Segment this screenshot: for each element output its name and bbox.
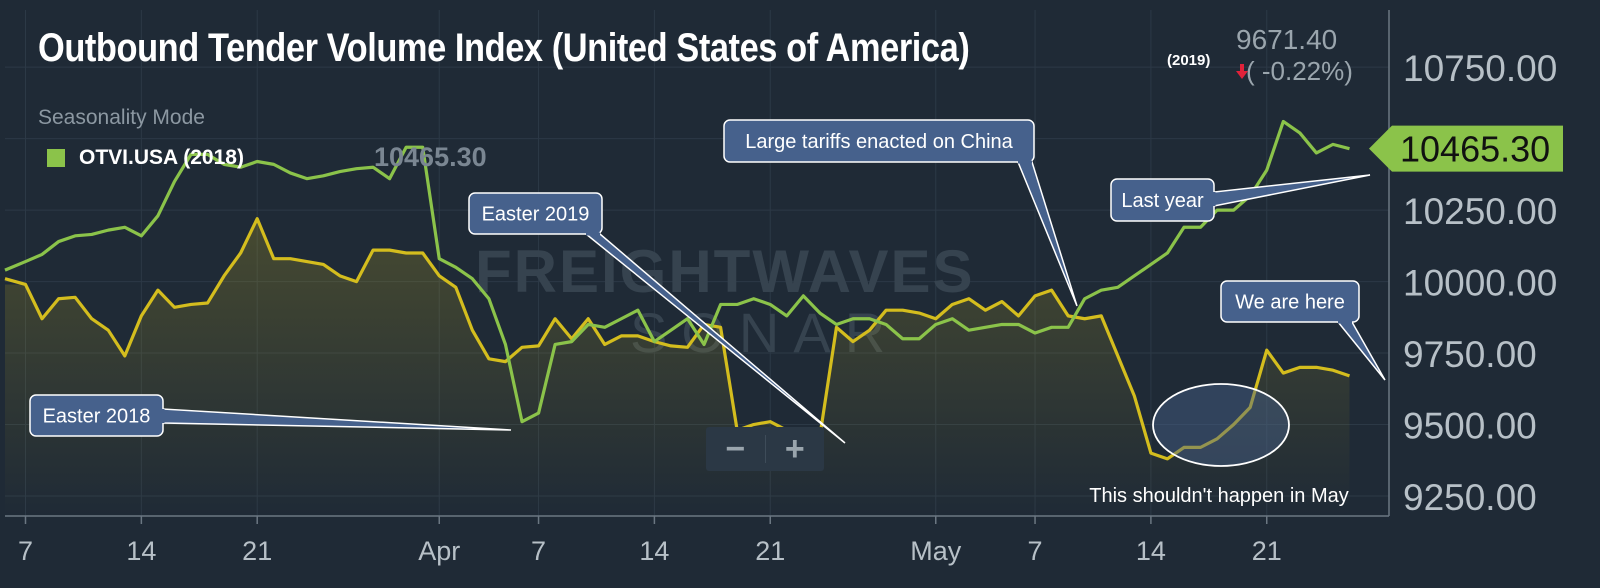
- y-tick-label: 10250.00: [1403, 191, 1557, 232]
- highlight-ellipse: [1152, 383, 1290, 467]
- y-tick-label: 9750.00: [1403, 334, 1537, 375]
- y-tick-label: 9500.00: [1403, 406, 1537, 447]
- change-percent: ( -0.22%): [1230, 56, 1353, 87]
- current-value-badge: [1369, 125, 1563, 172]
- x-tick-label: 7: [531, 536, 546, 566]
- legend-label: OTVI.USA (2018): [79, 146, 244, 169]
- title-year: (2019): [1167, 52, 1211, 69]
- zoom-separator: [764, 435, 766, 463]
- y-tick-label: 9250.00: [1403, 477, 1537, 518]
- annotation-we-are-here-pointer: [1336, 321, 1386, 381]
- annotations: Large tariffs enacted on China Easter 201…: [29, 119, 1386, 507]
- x-tick-label: 14: [126, 536, 156, 566]
- down-arrow-icon: [1236, 64, 1248, 79]
- zoom-out-button[interactable]: −: [725, 430, 746, 468]
- x-tick-label: 14: [639, 536, 669, 566]
- series-lines: [4, 119, 1351, 461]
- area-2019: [5, 218, 1350, 516]
- x-tick-label: 21: [1252, 536, 1282, 566]
- watermark-freightwaves: FREIGHTWAVES: [475, 238, 975, 305]
- y-tick-label: 10750.00: [1403, 48, 1557, 89]
- x-tick-label: 21: [242, 536, 272, 566]
- x-tick-label: May: [910, 536, 962, 566]
- seasonality-mode-label: Seasonality Mode: [38, 106, 205, 129]
- series-line-2018: [4, 119, 1350, 424]
- annotation-last-year-pointer: [1213, 174, 1371, 207]
- annotation-we-are-here-box: [1220, 280, 1360, 323]
- chart-title: Outbound Tender Volume Index (United Sta…: [38, 26, 970, 70]
- area-fill-2019: [5, 218, 1350, 516]
- annotation-easter-2019-text: Easter 2019: [482, 204, 590, 226]
- legend-2018[interactable]: OTVI.USA (2018): [47, 146, 244, 170]
- annotation-tariffs-box: [723, 119, 1035, 163]
- zoom-controls: − +: [706, 427, 824, 471]
- legend-value: 10465.30: [374, 142, 487, 172]
- current-value: 9671.40: [1236, 24, 1338, 55]
- change-text: ( -0.22%): [1246, 56, 1353, 86]
- annotation-easter-2019-box: [468, 192, 603, 235]
- annotation-tariffs-text: Large tariffs enacted on China: [745, 131, 1013, 153]
- zoom-in-button[interactable]: +: [784, 430, 805, 468]
- x-tick-label: 21: [755, 536, 785, 566]
- axes: 10750.0010500.0010250.0010000.009750.009…: [5, 10, 1563, 566]
- annotation-easter-2018-text: Easter 2018: [43, 406, 151, 428]
- annotation-may-drop-text: This shouldn't happen in May: [1089, 485, 1349, 507]
- annotation-tariffs-pointer: [1016, 161, 1078, 307]
- x-tick-label: 14: [1136, 536, 1166, 566]
- current-value-badge-text: 10465.30: [1400, 129, 1550, 170]
- series-line-2019: [4, 217, 1351, 461]
- annotation-we-are-here-text: We are here: [1235, 292, 1345, 314]
- x-tick-label: 7: [1028, 536, 1043, 566]
- legend-swatch: [47, 149, 65, 167]
- y-tick-label: 10000.00: [1403, 263, 1557, 304]
- x-tick-label: Apr: [418, 536, 460, 566]
- annotation-last-year-text: Last year: [1121, 190, 1204, 212]
- x-tick-label: 7: [18, 536, 33, 566]
